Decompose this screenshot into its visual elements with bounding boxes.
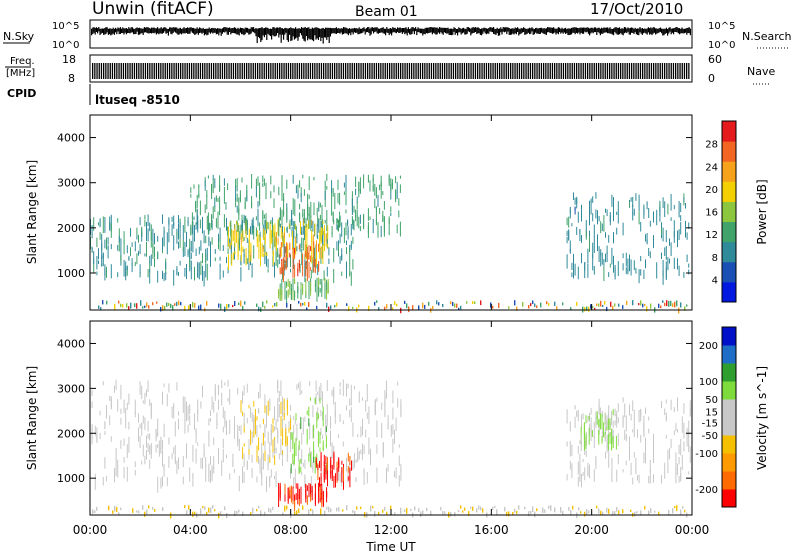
power-ytick-label: 2000 <box>57 222 85 235</box>
power-colorbar-tick: 12 <box>705 230 718 241</box>
time-tick-label: 00:00 <box>73 523 108 537</box>
power-colorbar-label: Power [dB] <box>755 179 769 244</box>
power-colorbar-swatch <box>722 181 736 202</box>
power-ytick-label: 3000 <box>57 177 85 190</box>
velocity-colorbar-swatch <box>722 471 736 490</box>
power-colorbar-frame <box>721 120 737 303</box>
nave-label: Nave <box>747 65 775 78</box>
time-tick-label: 16:00 <box>474 523 509 537</box>
power-colorbar-swatch <box>722 121 736 142</box>
velocity-colorbar-tick: -50 <box>702 431 718 442</box>
velocity-echo-region <box>580 407 617 452</box>
power-colorbar-tick: 24 <box>705 162 718 173</box>
velocity-echo-region <box>240 398 292 470</box>
nsearch-tick-bottom: 10^0 <box>708 40 735 51</box>
velocity-colorbar-swatch <box>722 327 736 346</box>
freq-strip-frame <box>89 54 693 83</box>
velocity-echo-region <box>566 397 693 488</box>
velocity-colorbar-swatch <box>722 453 736 472</box>
power-axes: 1000 2000 3000 4000 <box>57 115 693 310</box>
freq-tick-top: 18 <box>62 53 76 66</box>
station-title: Unwin (fitACF) <box>92 0 214 19</box>
power-colorbar-swatch <box>722 201 736 222</box>
velocity-colorbar-tick: 50 <box>705 395 718 406</box>
power-colorbar: 4 8 12 16 20 24 28 <box>705 120 737 303</box>
power-ytick-label: 1000 <box>57 267 85 280</box>
velocity-echo-region <box>91 379 402 493</box>
power-colorbar-tick: 4 <box>712 275 718 286</box>
time-tick-label: 04:00 <box>173 523 208 537</box>
power-colorbar-swatch <box>722 161 736 182</box>
power-colorbar-swatch <box>722 261 736 283</box>
velocity-near-range-clutter <box>92 505 688 519</box>
power-colorbar-swatch <box>722 281 736 303</box>
power-echo-region <box>228 218 329 270</box>
nsearch-tick-top: 10^5 <box>708 21 735 32</box>
nsky-label: N.Sky <box>3 30 35 43</box>
power-echo-region <box>190 173 401 243</box>
time-tick-label: 08:00 <box>273 523 308 537</box>
nsky-strip-frame <box>89 19 693 49</box>
velocity-ytick-label: 4000 <box>57 337 85 350</box>
date-title: 17/Oct/2010 <box>590 0 683 18</box>
power-colorbar-swatch <box>722 241 736 263</box>
velocity-ytick-label: 1000 <box>57 472 85 485</box>
velocity-colorbar-label: Velocity [m s^-1] <box>755 366 769 470</box>
velocity-colorbar-swatch <box>722 435 736 454</box>
time-axis-label: Time UT <box>365 540 416 554</box>
cpid-value: ltuseq -8510 <box>95 93 180 107</box>
nsky-tick-top: 10^5 <box>52 21 79 32</box>
power-colorbar-tick: 8 <box>712 253 718 264</box>
velocity-colorbar-swatch <box>722 381 736 400</box>
power-near-range-clutter <box>98 300 688 314</box>
velocity-colorbar-tick: 200 <box>699 341 718 352</box>
power-colorbar-tick: 28 <box>705 140 718 151</box>
velocity-colorbar-tick: -15 <box>702 418 718 429</box>
nsky-tick-bottom: 10^0 <box>52 40 79 51</box>
nave-tick-top: 60 <box>708 53 722 66</box>
velocity-colorbar-tick: 100 <box>699 377 718 388</box>
time-tick-label: 00:00 <box>675 523 710 537</box>
freq-trace <box>92 63 690 79</box>
time-axis-labels: 00:00 04:00 08:00 12:00 16:00 20:00 00:00 <box>73 523 710 537</box>
power-ytick-label: 4000 <box>57 132 85 145</box>
velocity-colorbar-tick: -200 <box>695 485 718 496</box>
time-tick-label: 12:00 <box>374 523 409 537</box>
power-ylabel: Slant Range [km] <box>25 160 39 264</box>
nsky-trace <box>91 27 691 44</box>
beam-title: Beam 01 <box>355 4 418 20</box>
power-echo-region <box>279 241 320 283</box>
power-colorbar-swatch <box>722 141 736 162</box>
cpid-label: CPID <box>7 87 36 100</box>
velocity-colorbar-tick: 15 <box>705 408 718 419</box>
freq-unit-label: [MHz] <box>6 68 35 79</box>
power-colorbar-tick: 20 <box>705 185 718 196</box>
velocity-colorbar-swatch <box>722 399 736 418</box>
velocity-ytick-label: 3000 <box>57 382 85 395</box>
velocity-axes: 1000 2000 3000 4000 <box>57 321 693 515</box>
velocity-colorbar-swatch <box>722 489 736 508</box>
power-echo-region <box>566 192 690 285</box>
velocity-ytick-label: 2000 <box>57 427 85 440</box>
velocity-echo-layer <box>91 379 693 519</box>
velocity-colorbar-swatch <box>722 417 736 436</box>
velocity-colorbar-swatch <box>722 363 736 382</box>
time-tick-label: 20:00 <box>574 523 609 537</box>
power-echo-region <box>278 277 329 305</box>
velocity-echo-region <box>315 451 352 490</box>
velocity-colorbar-tick: -100 <box>695 449 718 460</box>
power-colorbar-swatch <box>722 221 736 243</box>
velocity-ylabel: Slant Range [km] <box>25 366 39 470</box>
freq-tick-bottom: 8 <box>68 72 75 85</box>
velocity-echo-region <box>278 482 328 512</box>
velocity-colorbar-frame <box>721 326 737 508</box>
power-colorbar-tick: 16 <box>705 208 718 219</box>
power-echo-layer <box>90 173 690 314</box>
freq-label: Freq. <box>10 56 35 67</box>
velocity-colorbar-swatch <box>722 345 736 364</box>
nave-tick-bottom: 0 <box>708 72 715 85</box>
nsearch-label: N.Search <box>742 30 792 43</box>
